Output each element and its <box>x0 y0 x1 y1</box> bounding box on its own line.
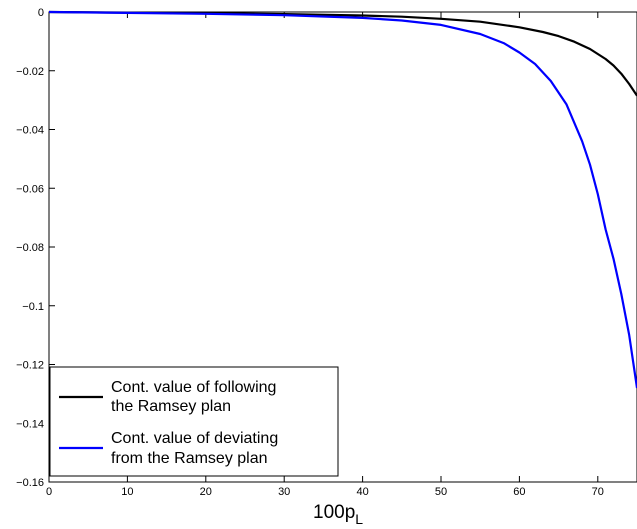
legend-label-1: the Ramsey plan <box>111 398 231 415</box>
y-tick-label: −0.08 <box>16 242 44 254</box>
x-tick-label: 30 <box>278 486 290 498</box>
x-axis-label: 100pL <box>313 502 363 527</box>
y-tick-label: −0.12 <box>16 360 44 372</box>
legend-label-1: Cont. value of following <box>111 379 276 396</box>
y-tick-label: −0.02 <box>16 66 44 78</box>
y-tick-label: −0.04 <box>16 125 44 137</box>
legend-label-2: Cont. value of deviating <box>111 430 278 447</box>
x-tick-label: 20 <box>200 486 212 498</box>
x-tick-label: 70 <box>592 486 604 498</box>
x-tick-label: 40 <box>356 486 368 498</box>
legend-label-2: from the Ramsey plan <box>111 450 268 467</box>
legend: Cont. value of following the Ramsey plan C… <box>49 366 339 477</box>
series-layer <box>48 10 637 389</box>
y-tick-label: −0.06 <box>16 183 44 195</box>
legend-box <box>49 366 339 477</box>
x-tick-label: 60 <box>513 486 525 498</box>
y-tick-label: −0.16 <box>16 477 44 489</box>
x-tick-label: 10 <box>121 486 133 498</box>
series-line-2 <box>48 10 637 389</box>
y-tick-label: −0.1 <box>22 301 44 313</box>
x-tick-label: 50 <box>435 486 447 498</box>
ticks: 0 10 20 30 40 50 60 70 0 −0.02 −0.04 −0.06 −0.08 −0.1… <box>16 7 604 498</box>
y-tick-label: 0 <box>38 7 44 19</box>
y-tick-label: −0.14 <box>16 418 44 430</box>
x-tick-label: 0 <box>46 486 52 498</box>
